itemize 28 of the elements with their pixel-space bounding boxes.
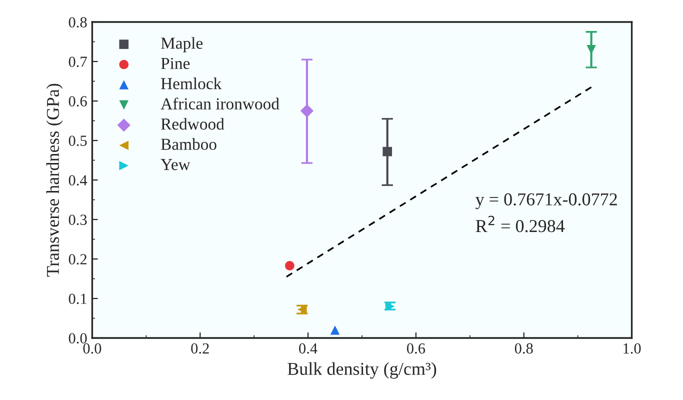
legend-label: Yew	[160, 159, 190, 170]
y-tick-label: 0.8	[68, 17, 87, 28]
x-tick-label: 1.0	[624, 343, 641, 354]
annotation: R$^{2}$ = 0.2984	[476, 216, 565, 232]
x-tick-label: 0.8	[514, 343, 533, 354]
legend-label: Redwood	[161, 118, 224, 130]
y-tick-label: 0.5	[68, 136, 87, 146]
y-tick-label: 0.7	[68, 56, 87, 68]
x-tick-label: 0.6	[406, 343, 426, 354]
y-tick-label: 0.4	[68, 175, 88, 186]
legend-label: Bamboo	[161, 138, 216, 150]
x-tick-label: 0.0	[83, 343, 102, 354]
y-tick-label: 0.1	[68, 294, 86, 304]
legend-label: Pine	[161, 58, 190, 70]
legend-label: Maple	[161, 37, 203, 52]
legend-label: African ironwood	[160, 98, 280, 110]
y-tick-label: 0.6	[68, 96, 87, 107]
x-tick-label: 0.2	[191, 343, 209, 354]
x-tick-label: 0.4	[299, 343, 318, 354]
x-axis-title: Bulk density (g/cm³)	[288, 362, 436, 379]
annotation: y = 0.7671x-0.0772	[476, 193, 617, 210]
y-tick-label: 0.0	[68, 333, 87, 344]
point	[330, 325, 340, 335]
y-axis-title: Transverse hardness (GPa)	[46, 84, 63, 277]
legend-label: Hemlock	[161, 78, 222, 90]
y-tick-label: 0.2	[68, 254, 86, 265]
point	[285, 261, 294, 270]
y-tick-label: 0.3	[68, 214, 87, 226]
